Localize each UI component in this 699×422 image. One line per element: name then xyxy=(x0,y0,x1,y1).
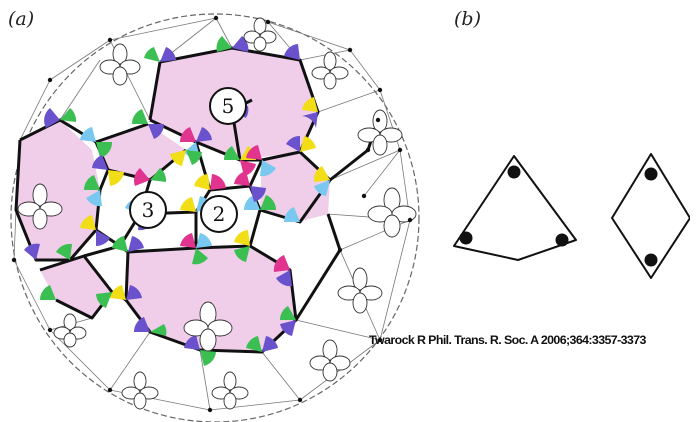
tiling-sphere-figure: 5 3 2 xyxy=(10,13,420,422)
tile-center-left xyxy=(96,124,186,180)
kite-dot-right xyxy=(555,233,569,247)
symmetry-marker-2: 2 xyxy=(200,195,238,233)
tile-lower-left xyxy=(40,256,112,318)
marker-label-3: 3 xyxy=(142,198,155,222)
tile-bottom xyxy=(126,246,296,352)
tile-shapes-figure xyxy=(453,153,690,279)
citation-text: Twarock R Phil. Trans. R. Soc. A 2006;36… xyxy=(369,333,646,347)
marker-label-5: 5 xyxy=(222,94,235,118)
vertex-dots xyxy=(11,15,413,413)
kite-dot-left xyxy=(459,231,473,245)
rhomb-dot-bottom xyxy=(644,253,658,267)
rhomb-tile xyxy=(611,153,690,279)
symmetry-marker-5: 5 xyxy=(209,87,247,125)
kite-dot-top xyxy=(507,165,521,179)
kite-tile xyxy=(453,155,577,261)
panel-label-b: (b) xyxy=(454,8,481,30)
outline-flowers xyxy=(17,17,417,410)
rhomb-dot-top xyxy=(644,167,658,181)
symmetry-marker-3: 3 xyxy=(129,191,167,229)
marker-label-2: 2 xyxy=(213,202,226,226)
panel-label-a: (a) xyxy=(8,8,35,30)
